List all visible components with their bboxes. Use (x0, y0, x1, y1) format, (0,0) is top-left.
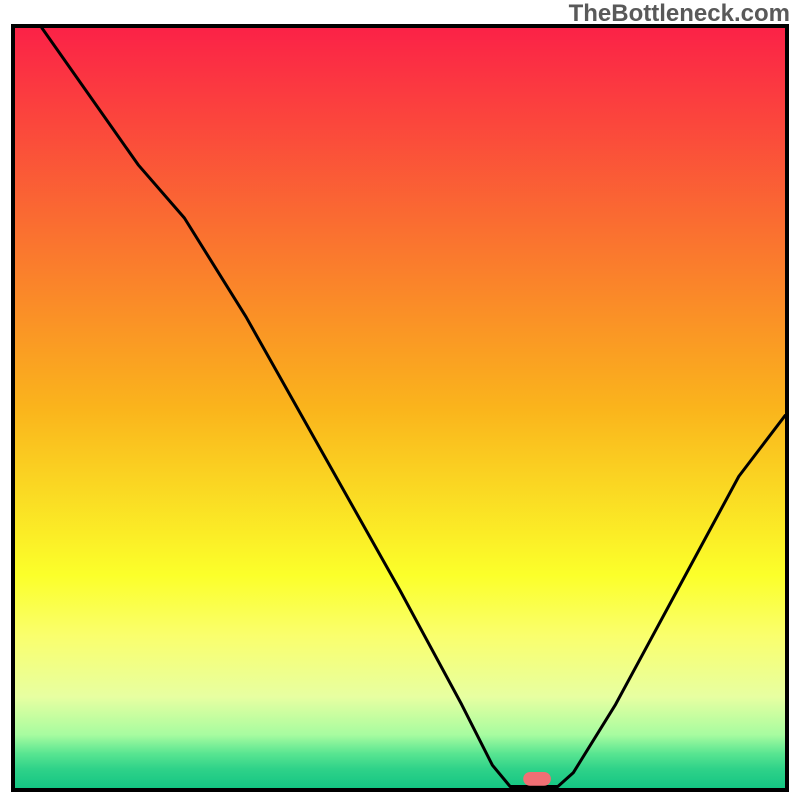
bottleneck-chart (0, 0, 800, 800)
optimum-marker (523, 772, 551, 786)
gradient-background (15, 28, 785, 788)
watermark-text: TheBottleneck.com (569, 0, 790, 28)
chart-stage: TheBottleneck.com (0, 0, 800, 800)
